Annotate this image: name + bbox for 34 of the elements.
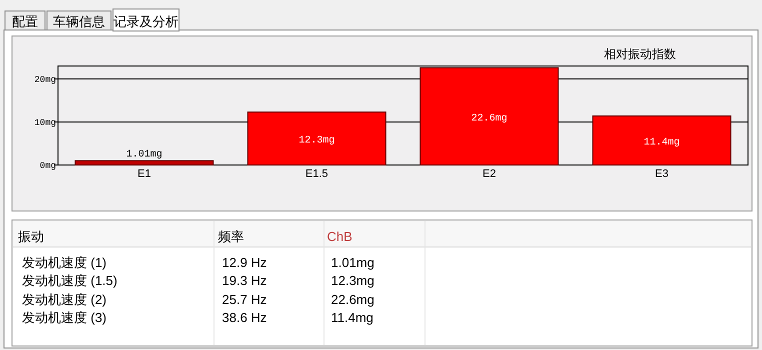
x-tick-label: E1.5 (305, 168, 328, 180)
data-label: 11.4mg (644, 137, 680, 148)
text: 发动机速度 (2) (22, 292, 106, 307)
text: 22.6mg (331, 292, 374, 307)
data-label: 1.01mg (126, 150, 162, 161)
x-tick-label: E3 (655, 168, 668, 180)
bar (247, 112, 386, 166)
y-tick-label: 20mg (34, 74, 56, 85)
text: 频率 (218, 229, 244, 244)
bar (74, 160, 214, 166)
text: ChB (327, 229, 352, 244)
data-label: 12.3mg (298, 136, 335, 147)
text: 配置 (12, 14, 38, 29)
y-tick-label: 0mg (40, 161, 56, 171)
bar (420, 67, 559, 166)
text: 记录及分析 (114, 14, 178, 29)
chart-title: 相对振动指数 (604, 47, 676, 61)
text: 发动机速度 (1) (22, 255, 106, 270)
text: 12.9 Hz (222, 255, 267, 270)
text: 发动机速度 (3) (22, 310, 106, 325)
text: 1.01mg (331, 255, 374, 270)
text: 38.6 Hz (222, 310, 267, 325)
x-tick-label: E2 (482, 168, 496, 180)
bar (592, 115, 732, 166)
text: 25.7 Hz (222, 292, 267, 307)
x-tick-label: E1 (138, 168, 151, 180)
text: 发动机速度 (1.5) (22, 273, 118, 288)
data-label: 22.6mg (471, 113, 508, 124)
text: 车辆信息 (53, 14, 105, 29)
text: 19.3 Hz (222, 273, 267, 288)
text: 12.3mg (331, 273, 374, 288)
text: 振动 (18, 229, 44, 244)
y-tick-label: 10mg (34, 118, 56, 128)
text: 11.4mg (331, 310, 374, 325)
